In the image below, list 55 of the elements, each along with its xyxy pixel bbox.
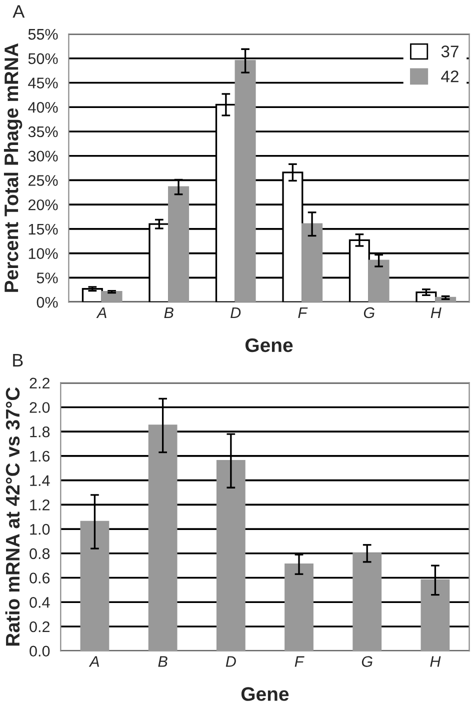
bar [148,424,178,651]
y-tick-label: 5% [36,272,58,284]
y-tick-label: 2.0 [30,402,50,413]
y-tick-label: 1.6 [30,450,50,462]
y-tick-label: 45% [28,78,58,88]
x-axis-title: Gene [241,687,289,701]
y-tick-label: 1.8 [30,426,50,438]
legend-label: 42 [441,70,458,82]
y-tick-label: 0% [36,296,58,308]
bar [420,579,450,651]
bar [284,564,314,651]
bar [101,290,122,302]
bar [216,460,246,651]
bar [168,186,190,302]
y-tick-label: 1.0 [30,524,50,535]
bar [80,520,110,651]
bar [368,260,390,302]
x-tick-label: D [226,656,236,667]
x-tick-label: F [294,656,304,667]
x-tick-label: B [164,307,174,318]
y-tick-label: 1.4 [30,475,50,486]
y-tick-label: 1.2 [30,500,50,510]
x-tick-label: G [362,656,372,667]
y-tick-label: 0.6 [30,572,50,584]
x-tick-label: F [298,307,308,318]
y-tick-label: 55% [28,28,58,40]
bar [302,223,323,302]
y-tick-label: 35% [28,126,58,138]
bar [352,552,382,651]
y-tick-label: 15% [28,224,58,235]
text: B [13,354,23,366]
y-axis-title: Ratio mRNA at 42°C vs 37°C [5,387,20,646]
x-tick-label: H [430,307,442,318]
y-tick-label: 40% [28,102,58,113]
y-tick-label: 0.0 [30,646,50,657]
x-tick-label: G [364,307,374,318]
x-axis-title: Gene [245,338,293,352]
legend-label: 37 [441,46,458,58]
x-tick-label: A [88,656,99,667]
x-tick-label: B [158,656,168,667]
y-axis-title: Percent Total Phage mRNA [4,43,22,292]
y-tick-label: 10% [28,248,58,259]
y-tick-label: 0.8 [30,548,50,560]
y-tick-label: 0.4 [30,597,50,608]
bar [234,60,256,302]
y-tick-label: 25% [28,175,58,186]
x-tick-label: D [230,307,241,318]
y-tick-label: 20% [28,199,58,210]
x-tick-label: A [96,307,106,318]
y-tick-label: 0.2 [30,621,50,632]
text: A [12,5,25,18]
y-tick-label: 50% [28,53,58,64]
y-tick-label: 30% [28,150,58,162]
y-tick-label: 2.2 [30,378,50,388]
x-tick-label: H [430,656,441,667]
